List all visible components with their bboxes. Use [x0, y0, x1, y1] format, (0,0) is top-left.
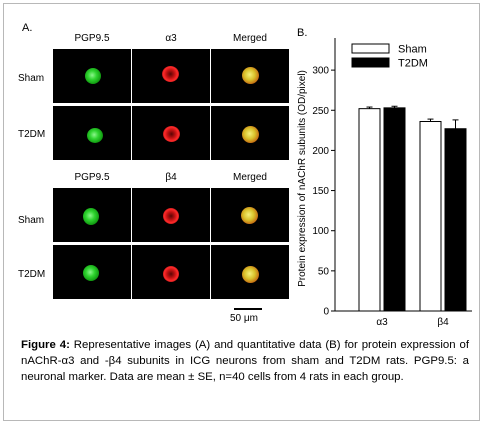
scale-bar — [234, 308, 262, 310]
bottom-col-header-b4: β4 — [165, 172, 177, 183]
panel-a-label: A. — [22, 22, 33, 34]
legend-label-t2dm: T2DM — [398, 58, 428, 70]
top-col-header-pgp: PGP9.5 — [74, 33, 110, 44]
micrograph-sham-merged-b4 — [211, 188, 289, 242]
micrograph-t2dm-pgp95 — [53, 106, 131, 160]
y-tick-label: 150 — [312, 186, 329, 197]
legend-swatch-sham — [351, 43, 390, 54]
x-tick-label: α3 — [376, 317, 388, 328]
legend-swatch-t2dm — [351, 57, 390, 68]
bottom-col-header-pgp: PGP9.5 — [74, 172, 110, 183]
micrograph-sham-pgp95 — [53, 49, 131, 103]
micrograph-sham-b4 — [132, 188, 210, 242]
top-row-label-sham: Sham — [18, 73, 45, 84]
y-tick-label: 0 — [323, 307, 329, 318]
micrograph-sham-pgp95-b — [53, 188, 131, 242]
y-tick-label: 50 — [318, 266, 330, 277]
top-row-label-t2dm: T2DM — [18, 129, 46, 140]
top-col-header-a3: α3 — [165, 33, 177, 44]
y-tick-label: 250 — [312, 106, 329, 117]
legend-label-sham: Sham — [398, 44, 427, 56]
micrograph-t2dm-pgp95-b — [53, 245, 131, 299]
micrograph-sham-merged-a3 — [211, 49, 289, 103]
y-tick-label: 200 — [312, 146, 329, 157]
micrograph-t2dm-merged-a3 — [211, 106, 289, 160]
scale-bar-label: 50 μm — [230, 313, 258, 324]
x-tick-label: β4 — [437, 317, 449, 328]
micrograph-t2dm-a3 — [132, 106, 210, 160]
bottom-row-label-t2dm: T2DM — [18, 269, 46, 280]
top-col-header-merged: Merged — [233, 33, 267, 44]
bar-sham-1 — [419, 121, 442, 312]
caption-text: Representative images (A) and quantitati… — [21, 339, 469, 383]
micrograph-t2dm-b4 — [132, 245, 210, 299]
micrograph-sham-a3 — [132, 49, 210, 103]
caption-label: Figure 4: — [21, 339, 70, 351]
bottom-col-header-merged: Merged — [233, 172, 267, 183]
bottom-row-label-sham: Sham — [18, 215, 45, 226]
y-tick-label: 100 — [312, 226, 329, 237]
bar-t2dm-0 — [383, 107, 406, 312]
y-axis-label: Protein expression of nAChR subunits (OD… — [297, 70, 308, 287]
figure-caption: Figure 4: Representative images (A) and … — [21, 337, 469, 385]
micrograph-t2dm-merged-b4 — [211, 245, 289, 299]
panel-b-label: B. — [297, 27, 308, 39]
bar-t2dm-1 — [444, 128, 467, 312]
bar-sham-0 — [358, 108, 381, 312]
y-tick-label: 300 — [312, 66, 329, 77]
